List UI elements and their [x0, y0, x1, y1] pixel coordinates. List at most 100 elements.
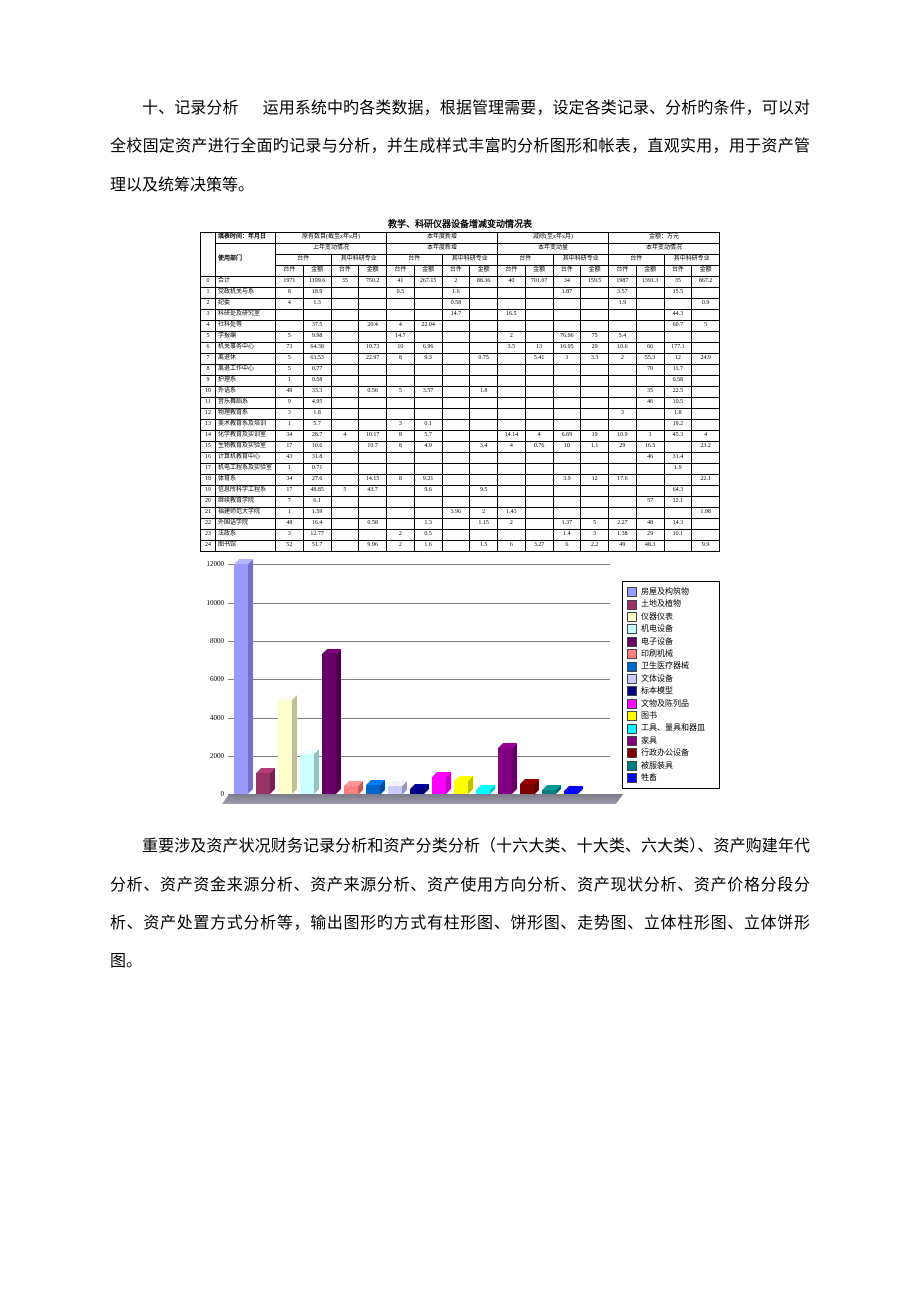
legend-label: 卫生医疗器械 [641, 660, 689, 672]
value-cell [498, 486, 526, 497]
value-cell [387, 508, 415, 519]
value-cell: 0.77 [303, 365, 331, 376]
value-cell [525, 288, 553, 299]
legend-item: 印刷机械 [627, 648, 715, 660]
value-cell: 5 [276, 332, 304, 343]
value-cell [276, 321, 304, 332]
value-cell: 0.58 [359, 519, 387, 530]
value-cell [498, 299, 526, 310]
dept-cell: 纪委 [216, 299, 276, 310]
legend-label: 文体设备 [641, 673, 673, 685]
value-cell [303, 310, 331, 321]
value-cell [553, 497, 581, 508]
value-cell [581, 464, 609, 475]
row-index: 14 [201, 431, 216, 442]
value-cell: 75 [581, 332, 609, 343]
value-cell: 0.5 [414, 530, 442, 541]
value-cell: 29 [636, 530, 664, 541]
value-cell: 43.7 [359, 486, 387, 497]
value-cell [692, 376, 720, 387]
value-cell: 1.6 [442, 288, 470, 299]
value-cell [609, 376, 637, 387]
table-row: 0合计19711199.635750.241267.15288.3640701.… [201, 277, 720, 288]
legend-swatch [627, 748, 637, 758]
value-cell: 1.38 [609, 530, 637, 541]
gd-a: 台件 [609, 255, 665, 266]
row-index: 7 [201, 354, 216, 365]
value-cell: 1 [276, 464, 304, 475]
dept-cell: 机电工程系及实验室 [216, 464, 276, 475]
value-cell: 6 [553, 541, 581, 552]
legend-item: 房屋及构筑物 [627, 586, 715, 598]
value-cell [359, 464, 387, 475]
value-cell [414, 365, 442, 376]
value-cell: 3 [276, 530, 304, 541]
sub-sr2: 本年变动量 [498, 244, 609, 255]
leaf-header: 金额 [692, 266, 720, 277]
value-cell: 2 [387, 541, 415, 552]
value-cell [525, 310, 553, 321]
dept-cell: 福建师范大学院 [216, 508, 276, 519]
value-cell: 1 [276, 420, 304, 431]
value-cell: 43 [276, 453, 304, 464]
value-cell: 9.21 [414, 475, 442, 486]
legend-item: 仪器仪表 [627, 611, 715, 623]
gd-b: 其中科研专业 [664, 255, 720, 266]
value-cell [498, 387, 526, 398]
value-cell [331, 453, 359, 464]
value-cell [331, 321, 359, 332]
row-index: 19 [201, 486, 216, 497]
value-cell: 1.43 [498, 508, 526, 519]
legend-item: 牲畜 [627, 772, 715, 784]
value-cell [498, 475, 526, 486]
value-cell: 3.5 [498, 343, 526, 354]
value-cell [498, 398, 526, 409]
value-cell [664, 541, 692, 552]
leaf-header: 台件 [609, 266, 637, 277]
row-index: 15 [201, 442, 216, 453]
value-cell [470, 376, 498, 387]
closing-paragraph: 重要涉及资产状况财务记录分析和资产分类分析（十六大类、十大类、六大类）、资产购建… [110, 828, 810, 982]
value-cell [387, 464, 415, 475]
value-cell [470, 530, 498, 541]
value-cell [331, 508, 359, 519]
value-cell: 14.7 [442, 310, 470, 321]
value-cell [442, 343, 470, 354]
value-cell: 19 [581, 431, 609, 442]
value-cell [442, 442, 470, 453]
value-cell: 14.7 [387, 332, 415, 343]
value-cell [553, 310, 581, 321]
value-cell [359, 508, 387, 519]
leaf-header: 金额 [525, 266, 553, 277]
value-cell [581, 321, 609, 332]
value-cell: 9.5 [470, 486, 498, 497]
value-cell [581, 310, 609, 321]
legend-label: 房屋及构筑物 [641, 586, 689, 598]
value-cell: 10.5 [664, 398, 692, 409]
value-cell [331, 497, 359, 508]
row-index: 23 [201, 530, 216, 541]
chart-plot: 020004000600080001000012000 [200, 560, 616, 810]
value-cell [692, 343, 720, 354]
value-cell: 24.9 [692, 354, 720, 365]
value-cell [414, 409, 442, 420]
value-cell [498, 321, 526, 332]
value-cell: 55.3 [636, 354, 664, 365]
chart-bars [228, 564, 610, 794]
value-cell [498, 530, 526, 541]
value-cell: 1391.3 [636, 277, 664, 288]
legend-item: 工具、量具和器皿 [627, 722, 715, 734]
value-cell [442, 431, 470, 442]
legend-swatch [627, 649, 637, 659]
leaf-header: 金额 [636, 266, 664, 277]
value-cell: 1.3 [414, 519, 442, 530]
value-cell: 14.15 [359, 475, 387, 486]
value-cell [331, 442, 359, 453]
legend-item: 被服装具 [627, 760, 715, 772]
legend-item: 文体设备 [627, 673, 715, 685]
legend-swatch [627, 724, 637, 734]
value-cell: 3 [609, 409, 637, 420]
value-cell: 2 [609, 354, 637, 365]
gc-b: 其中科研专业 [553, 255, 609, 266]
dept-cell: 继续教育学院 [216, 497, 276, 508]
